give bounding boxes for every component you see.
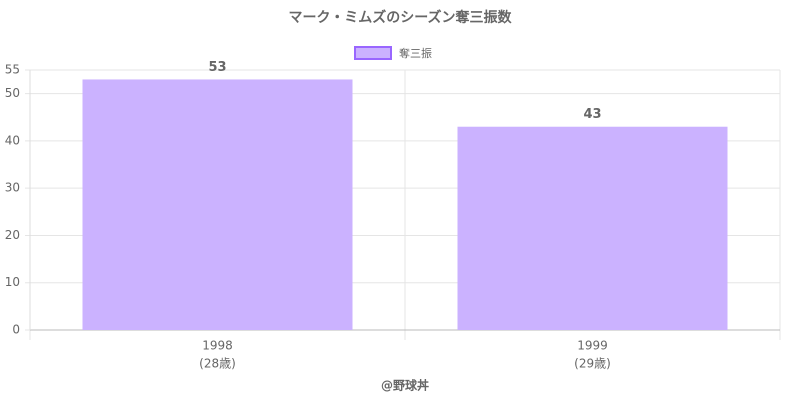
value-label: 43 bbox=[583, 107, 601, 122]
legend-swatch bbox=[354, 46, 392, 60]
y-tick-label: 0 bbox=[12, 323, 20, 337]
bar bbox=[82, 79, 353, 330]
x-tick-sublabel: (29歳) bbox=[574, 357, 611, 371]
x-tick-sublabel: (28歳) bbox=[199, 357, 236, 371]
y-tick-label: 20 bbox=[5, 228, 20, 242]
x-tick-label: 1998 bbox=[202, 339, 233, 353]
value-label: 53 bbox=[208, 60, 226, 75]
legend-label: 奪三振 bbox=[399, 46, 432, 60]
y-tick-label: 55 bbox=[5, 63, 20, 77]
y-tick-label: 50 bbox=[5, 86, 20, 100]
x-tick-label: 1999 bbox=[577, 339, 608, 353]
bar bbox=[457, 126, 728, 331]
y-tick-label: 40 bbox=[5, 133, 20, 147]
y-tick-label: 30 bbox=[5, 181, 20, 195]
y-tick-label: 10 bbox=[5, 275, 20, 289]
chart-title: マーク・ミムズのシーズン奪三振数 bbox=[288, 9, 512, 26]
x-axis-label: @野球丼 bbox=[381, 378, 429, 393]
